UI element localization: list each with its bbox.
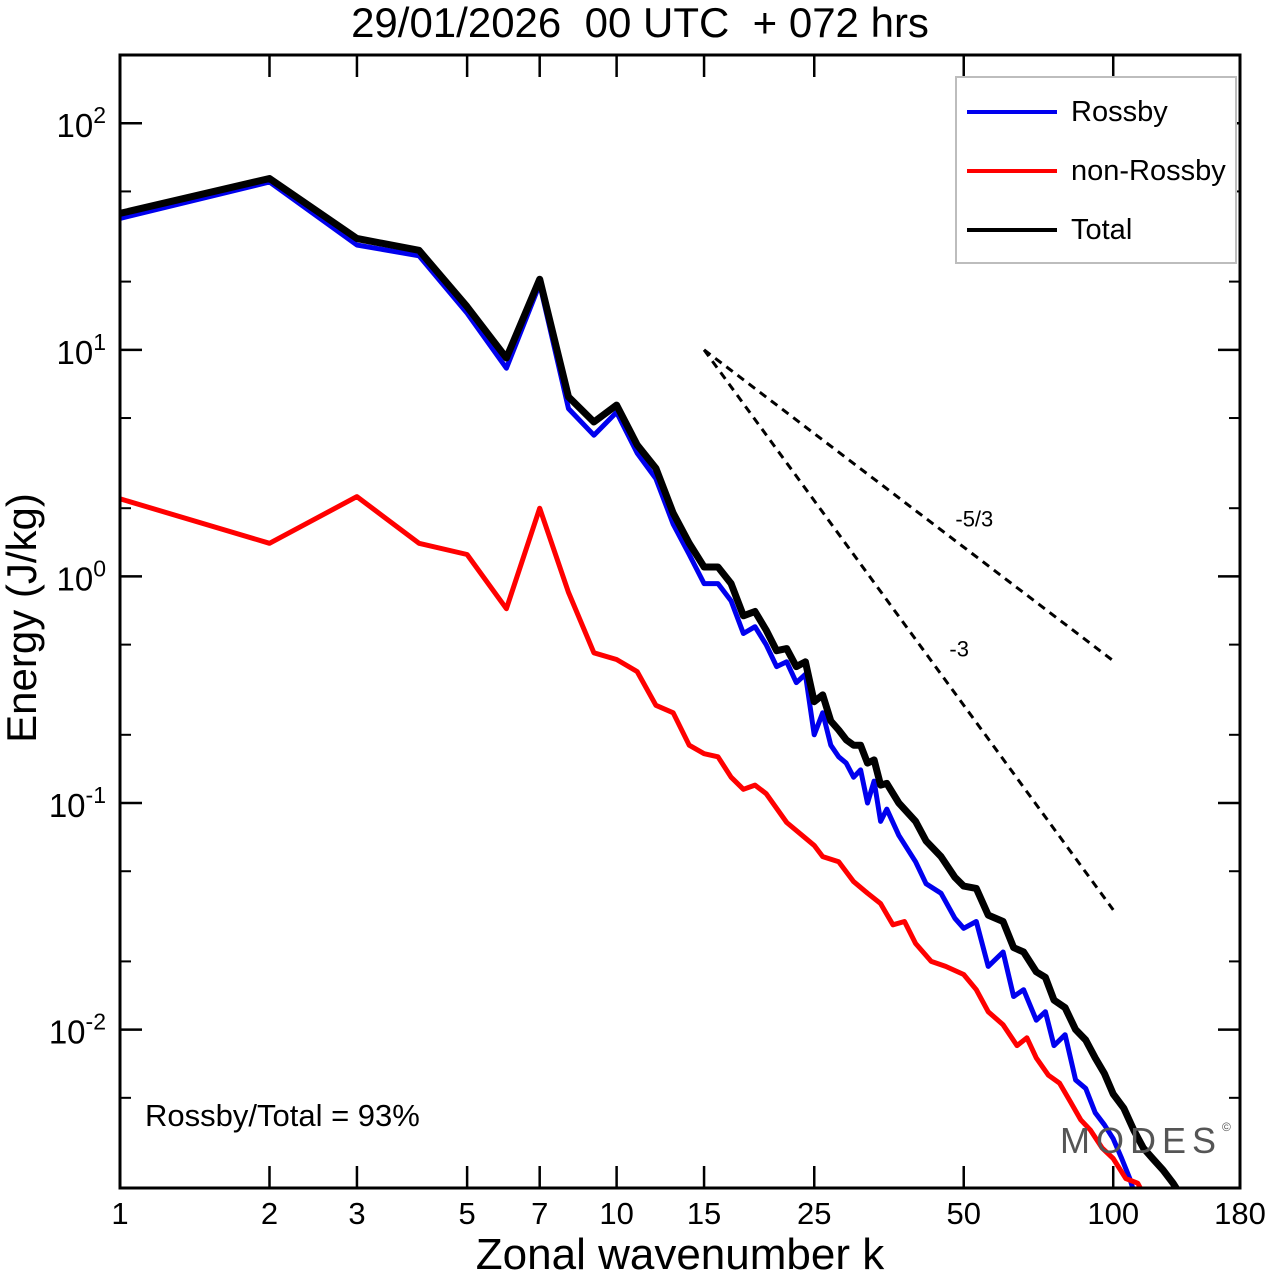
- x-tick-label: 180: [1214, 1196, 1266, 1231]
- y-tick-label: 101: [56, 329, 106, 371]
- x-tick-label: 3: [348, 1196, 365, 1231]
- y-tick-label: 100: [56, 555, 106, 597]
- x-tick-label: 1: [111, 1196, 128, 1231]
- x-tick-label: 25: [797, 1196, 831, 1231]
- legend-item-non-rossby: non-Rossby: [967, 155, 1237, 187]
- x-tick-label: 2: [261, 1196, 278, 1231]
- legend-swatch-total: [967, 228, 1057, 232]
- y-axis-label: Energy (J/kg): [0, 493, 45, 743]
- x-tick-label: 5: [458, 1196, 475, 1231]
- y-tick-label: 10-2: [49, 1009, 106, 1051]
- reference-lines: [702, 348, 1115, 911]
- reference-labels: -5/3 -3: [949, 506, 993, 661]
- x-tick-label: 50: [946, 1196, 980, 1231]
- reference-line-minus-5-3: [703, 348, 1115, 662]
- x-tick-label: 15: [687, 1196, 721, 1231]
- y-tick-label: 10-1: [49, 782, 106, 824]
- x-tick-labels: 1 2 3 5 7 10 15 25 50 100 180: [111, 1196, 1265, 1231]
- x-tick-label: 10: [599, 1196, 633, 1231]
- series-line-non-rossby: [120, 494, 1144, 1188]
- watermark-text: MODES: [1060, 1120, 1223, 1161]
- legend-item-rossby: Rossby: [967, 96, 1237, 128]
- series-line-total: [120, 175, 1181, 1188]
- ratio-annotation: Rossby/Total = 93%: [145, 1098, 420, 1133]
- y-tick-labels: 102 101 100 10-1 10-2: [49, 102, 106, 1050]
- y-tick-label: 102: [56, 102, 106, 144]
- plot-frame: [118, 53, 1242, 1190]
- x-axis-label: Zonal wavenumber k: [475, 1230, 885, 1279]
- plot-lines: [120, 175, 1181, 1188]
- reference-label-minus-3: -3: [949, 637, 969, 662]
- modes-watermark: MODES©: [1060, 1120, 1231, 1162]
- legend-label-non-rossby: non-Rossby: [1071, 155, 1226, 187]
- x-tick-label: 7: [531, 1196, 548, 1231]
- legend: Rossby non-Rossby Total: [955, 76, 1237, 264]
- x-tick-label: 100: [1087, 1196, 1139, 1231]
- chart-title: 29/01/2026 00 UTC + 072 hrs: [351, 0, 929, 46]
- legend-label-total: Total: [1071, 214, 1133, 246]
- copyright-mark: ©: [1222, 1120, 1231, 1134]
- reference-line-minus-3: [702, 348, 1115, 911]
- legend-item-total: Total: [967, 214, 1237, 246]
- legend-swatch-rossby: [967, 110, 1057, 114]
- legend-label-rossby: Rossby: [1071, 96, 1168, 128]
- reference-label-minus-5-3: -5/3: [955, 506, 993, 531]
- legend-swatch-non-rossby: [967, 169, 1057, 173]
- series-line-rossby: [120, 179, 1136, 1188]
